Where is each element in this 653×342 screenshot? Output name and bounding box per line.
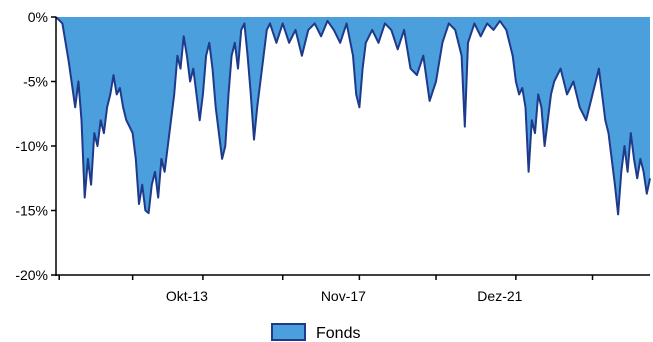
legend-swatch-fonds [271, 323, 306, 341]
legend: Fonds [271, 323, 360, 342]
plot-area [55, 16, 651, 216]
legend-label-fonds: Fonds [316, 325, 360, 342]
x-tick-label-2: Dez-21 [477, 288, 522, 304]
series-line-0 [55, 16, 651, 216]
y-tick-label-4: -20% [15, 267, 48, 283]
series-area-0 [56, 17, 650, 215]
y-axis: 0% -5% -10% -15% -20% [15, 9, 57, 283]
y-tick-label-1: -5% [23, 74, 48, 90]
y-tick-label-3: -15% [15, 203, 48, 219]
x-tick-label-0: Okt-13 [166, 288, 208, 304]
x-tick-label-1: Nov-17 [321, 288, 366, 304]
y-tick-label-2: -10% [15, 138, 48, 154]
x-axis: Okt-13 Nov-17 Dez-21 [56, 274, 650, 304]
y-tick-label-0: 0% [28, 9, 48, 25]
